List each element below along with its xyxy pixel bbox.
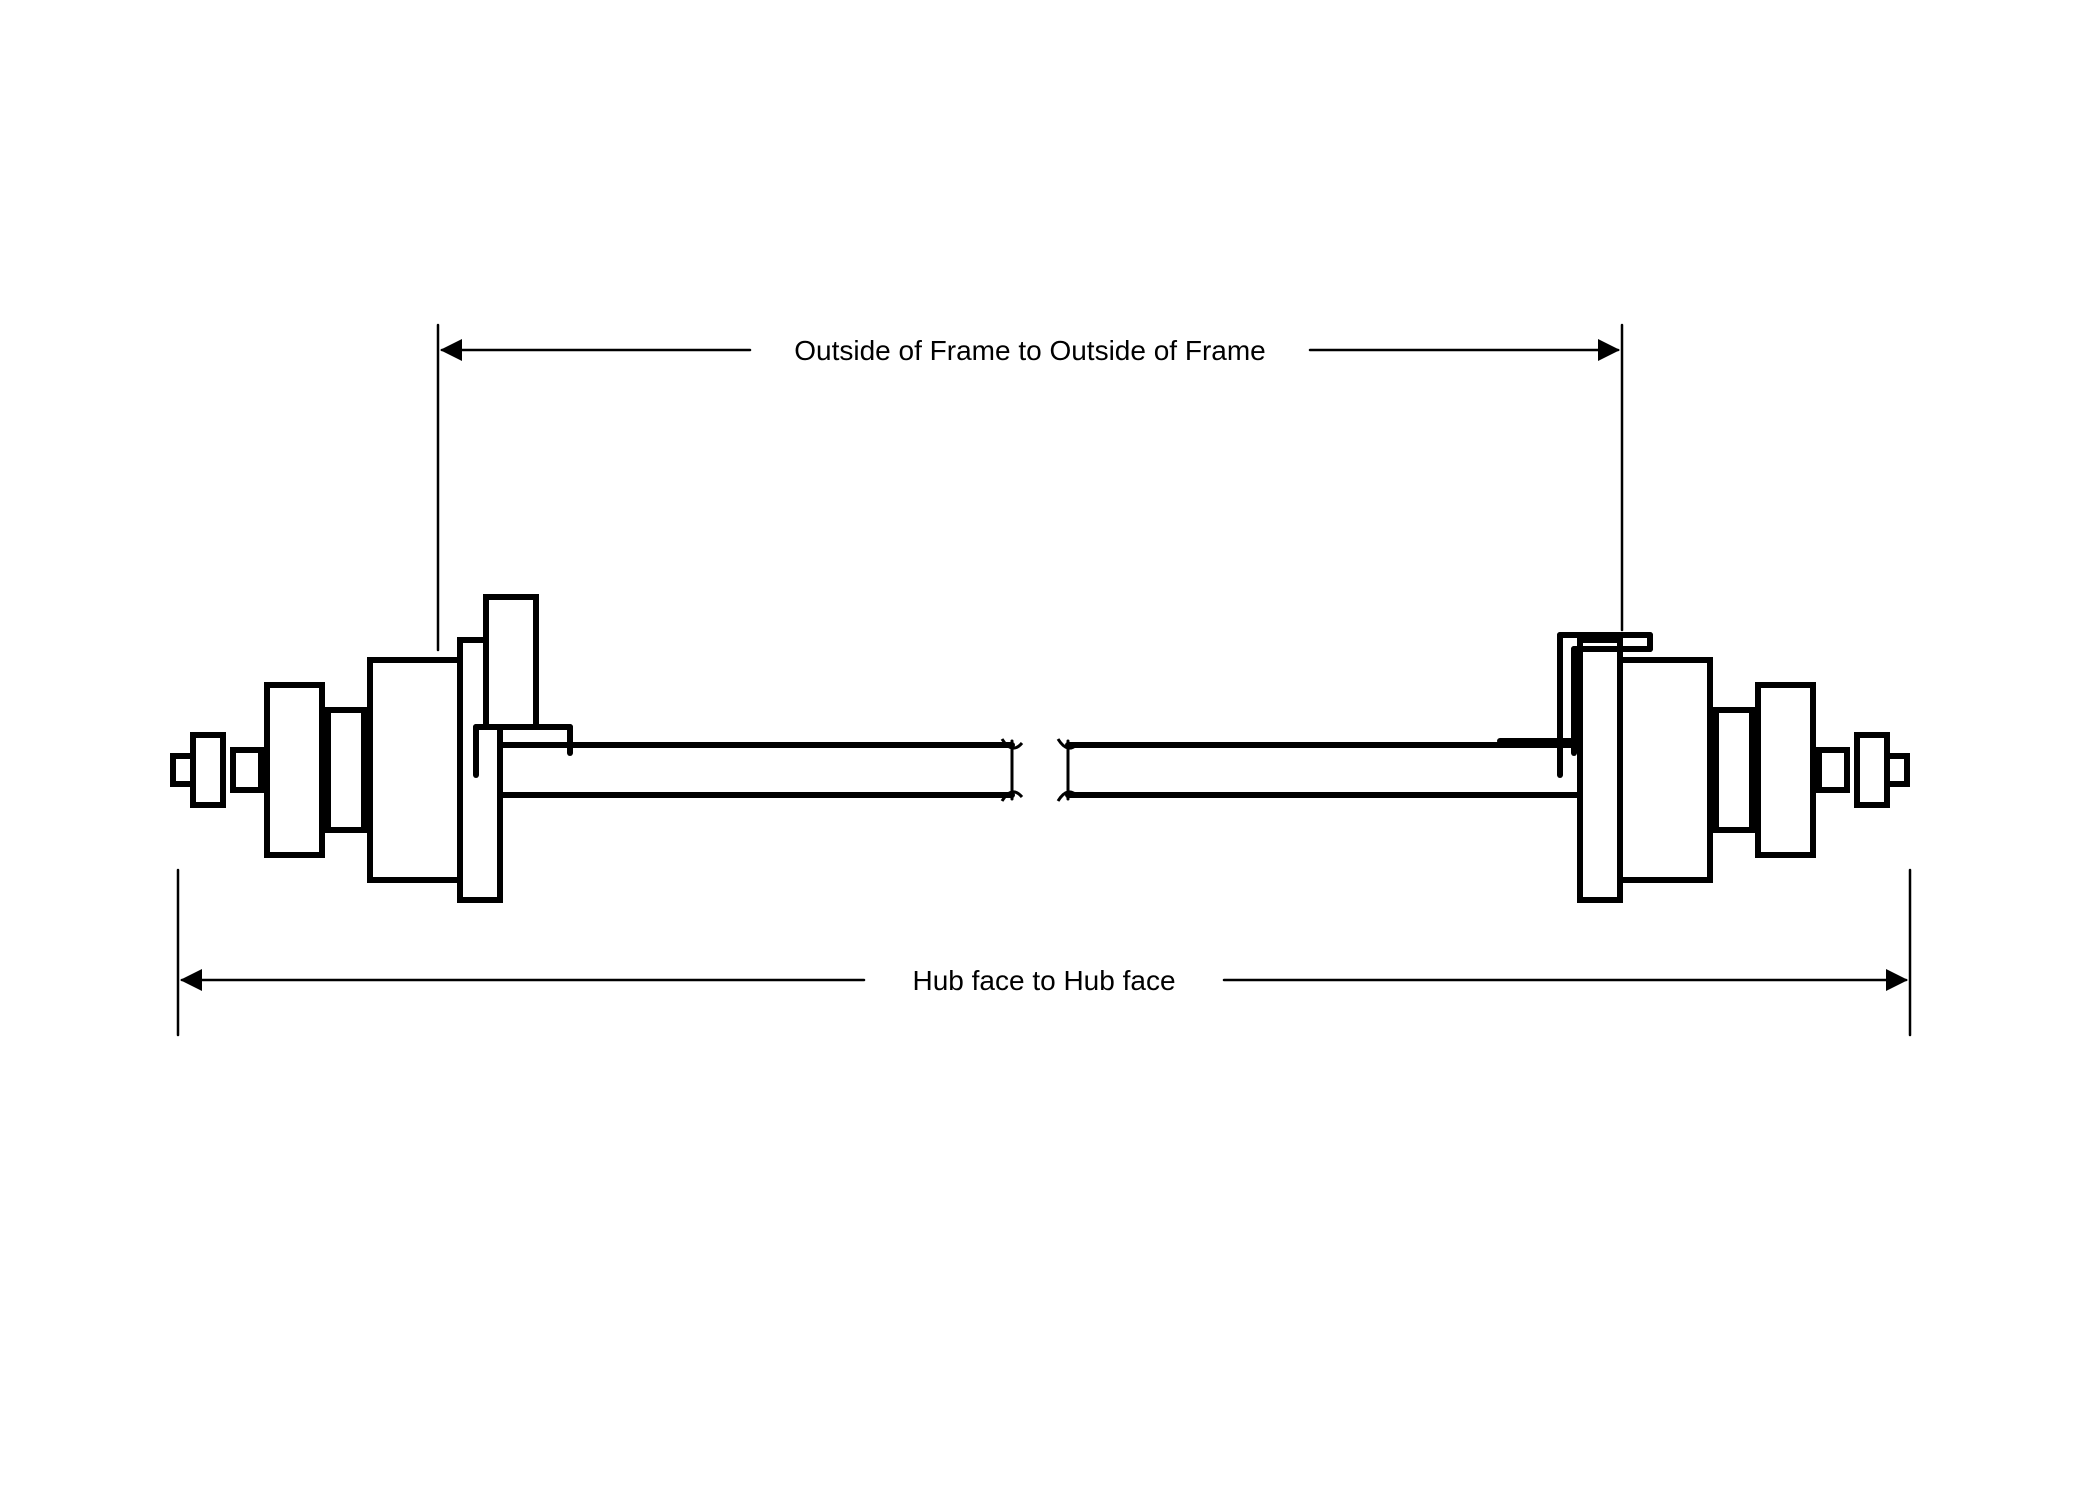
label-frame-to-frame: Outside of Frame to Outside of Frame (794, 335, 1266, 366)
axle-diagram: Outside of Frame to Outside of Frame Hub … (0, 0, 2100, 1500)
label-hubface-to-hubface: Hub face to Hub face (912, 965, 1175, 996)
